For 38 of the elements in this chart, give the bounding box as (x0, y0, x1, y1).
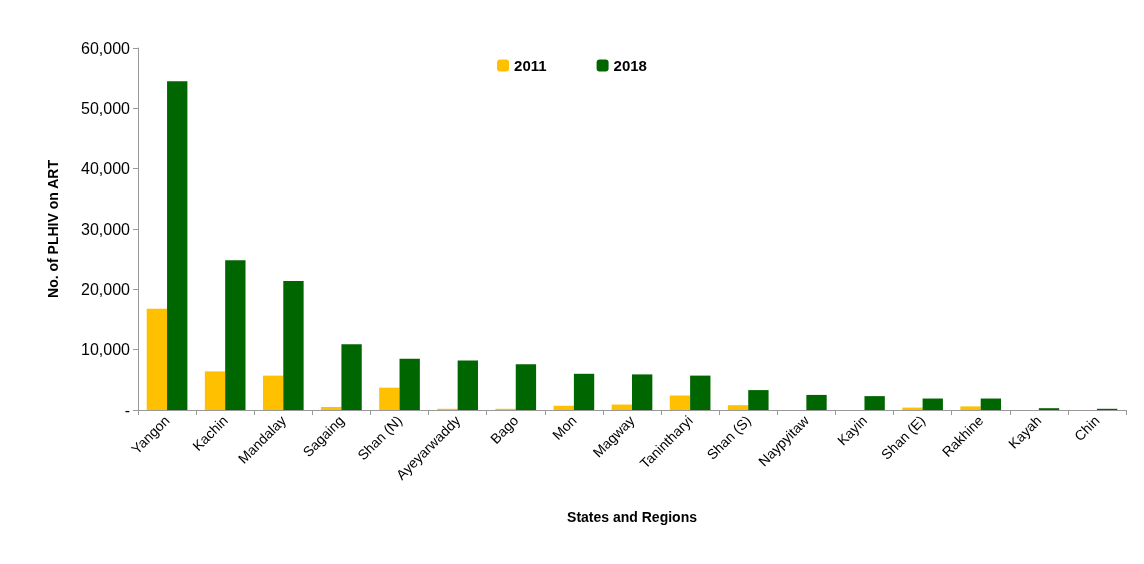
bar (321, 406, 342, 410)
bar (806, 394, 827, 410)
bar (262, 375, 284, 410)
y-axis-title: No. of PLHIV on ART (45, 159, 61, 298)
bar (204, 371, 226, 410)
bar (980, 398, 1002, 410)
y-tick-label: 10,000 (81, 341, 131, 359)
bar (553, 405, 574, 410)
bar (146, 308, 168, 410)
legend-label: 2018 (613, 57, 647, 74)
y-tick-label: 30,000 (81, 220, 131, 238)
bar (611, 404, 632, 410)
bar (457, 360, 478, 410)
bar (167, 81, 188, 410)
x-tick-label: Chin (1070, 412, 1103, 444)
bar (690, 375, 711, 410)
bar (748, 390, 769, 410)
bar (515, 364, 537, 410)
bar (399, 358, 420, 410)
bar (573, 373, 595, 410)
y-tick-label: - (124, 401, 130, 419)
y-tick-label: 40,000 (81, 160, 131, 178)
bar (225, 260, 246, 410)
bar (379, 387, 400, 410)
bar (341, 344, 362, 410)
legend-label: 2011 (514, 57, 547, 74)
y-tick-label: 20,000 (81, 280, 131, 298)
bar (727, 405, 749, 410)
y-tick-label: 60,000 (81, 39, 131, 57)
bar (864, 396, 885, 410)
x-tick-label: Mon (548, 412, 580, 443)
y-tick-label: 50,000 (81, 99, 131, 117)
bar (669, 395, 691, 410)
bar (283, 280, 304, 410)
x-axis-title: States and Regions (567, 509, 698, 525)
bar (922, 398, 943, 410)
bar (960, 406, 981, 410)
bar (632, 374, 653, 410)
